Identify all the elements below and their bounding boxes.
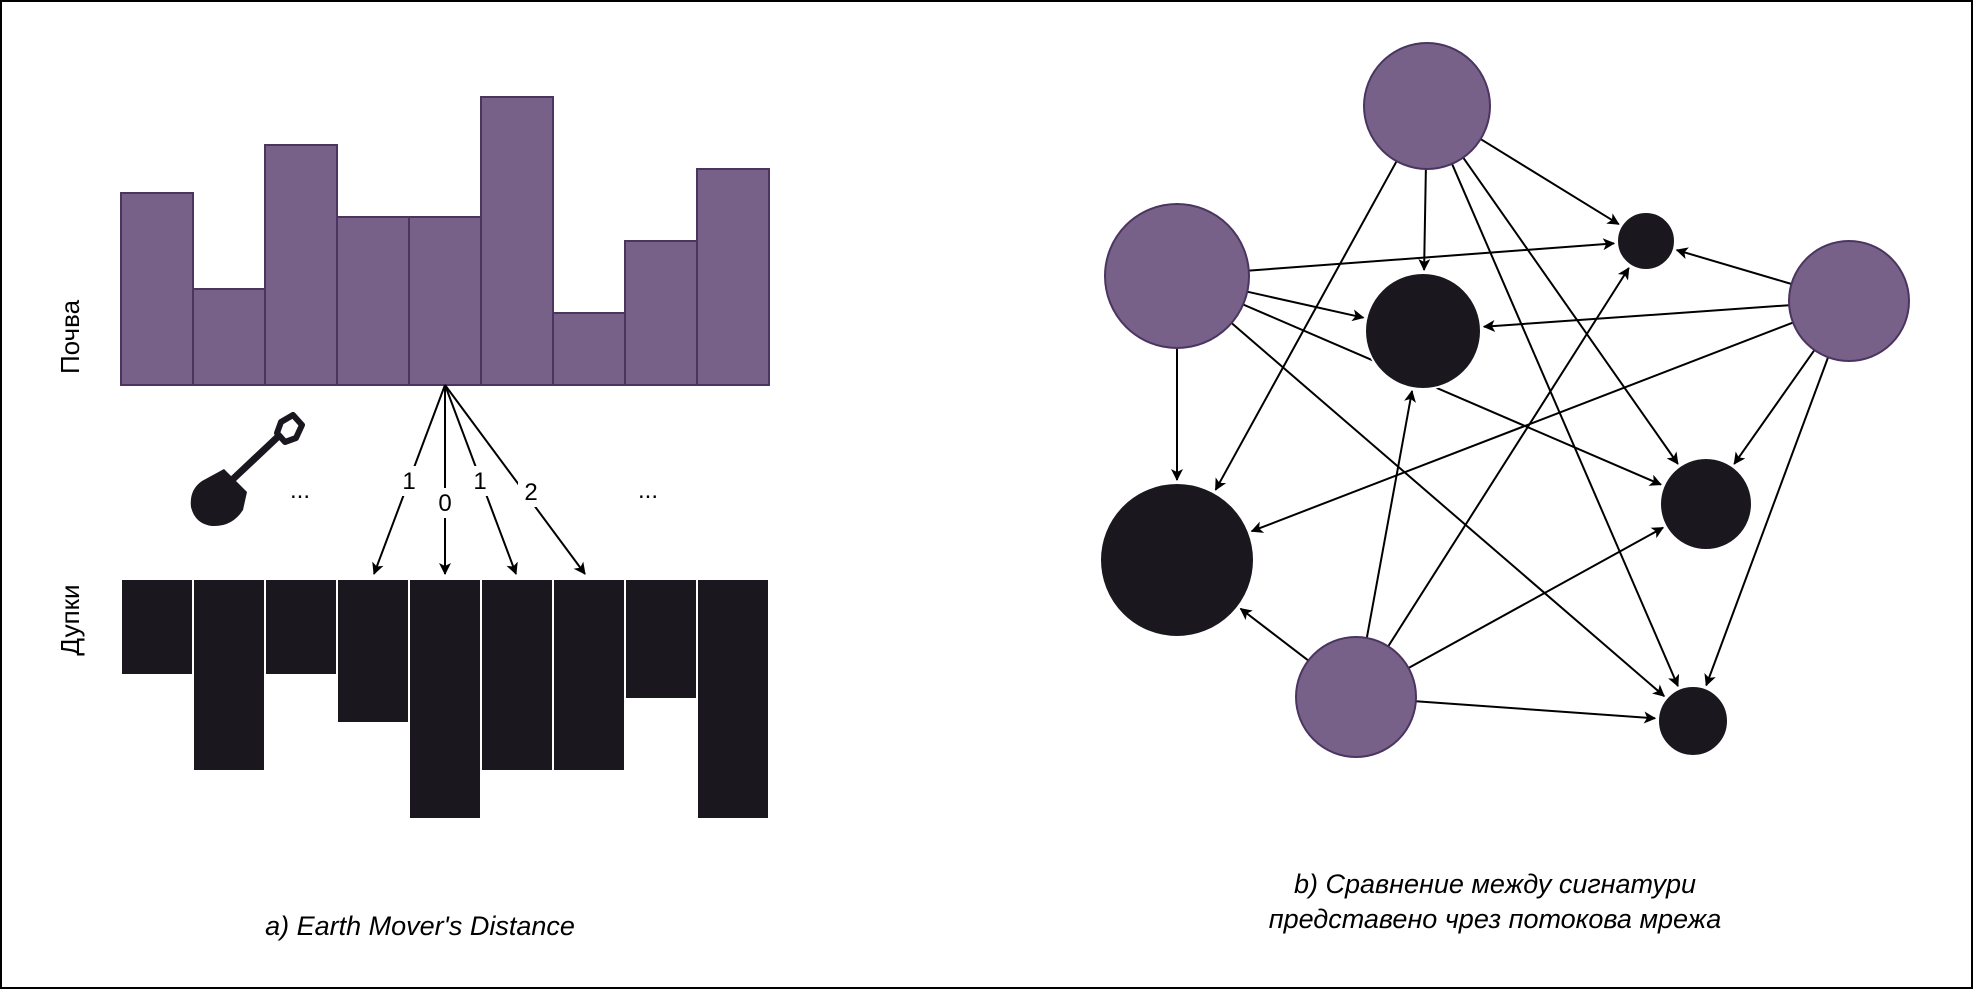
- panel-signature-flow-network: b) Сравнение между сигнатури представено…: [1099, 42, 1910, 934]
- earth-bar-3: [264, 144, 338, 386]
- flow-cost-1: 1: [402, 468, 415, 495]
- hole-bar-9: [696, 578, 770, 820]
- source-node-s2: [1104, 203, 1250, 349]
- edge-s1-d2: [1418, 168, 1431, 272]
- holes-histogram: [120, 578, 770, 820]
- earth-bar-7: [552, 312, 626, 386]
- hole-bar-4: [336, 578, 410, 724]
- hole-bar-8: [624, 578, 698, 700]
- hole-bar-5: [408, 578, 482, 820]
- edge-s1-d5: [1451, 163, 1680, 688]
- hole-bar-7: [552, 578, 626, 772]
- edge-s2-d3: [1242, 303, 1662, 486]
- edge-s1-d1: [1480, 138, 1620, 226]
- edge-s3-d5: [1704, 356, 1830, 687]
- source-node-s3: [1788, 240, 1910, 362]
- edge-s1-d4: [1214, 160, 1398, 491]
- caption-b-line1: b) Сравнение между сигнатури: [1294, 869, 1696, 899]
- earth-bar-5: [408, 216, 482, 386]
- edge-s2-d2: [1247, 290, 1365, 322]
- flow-cost-2: 0: [438, 490, 451, 517]
- flow-cost-3: 1: [473, 468, 486, 495]
- holes-axis-label: Дупки: [55, 584, 85, 655]
- earth-bar-2: [192, 288, 266, 386]
- edge-s4-d5: [1415, 700, 1657, 724]
- source-node-s4: [1295, 636, 1417, 758]
- flow-cost-4: 2: [524, 479, 537, 506]
- earth-bar-6: [480, 96, 554, 386]
- hole-bar-2: [192, 578, 266, 772]
- hole-bar-1: [120, 578, 194, 676]
- sink-node-d2: [1364, 272, 1482, 390]
- sink-node-d1: [1616, 211, 1676, 271]
- earth-bar-9: [696, 168, 770, 386]
- edge-s4-d4: [1239, 607, 1309, 662]
- sink-node-d4: [1099, 482, 1255, 638]
- earth-bar-4: [336, 216, 410, 386]
- sink-node-d3: [1659, 457, 1753, 551]
- hole-bar-6: [480, 578, 554, 772]
- earth-histogram: [120, 96, 770, 386]
- edge-s1-d3: [1462, 157, 1679, 465]
- edge-s2-d1: [1248, 238, 1616, 272]
- flow-cost-labels: 1 0 1 2: [397, 466, 544, 518]
- sink-node-d5: [1657, 685, 1729, 757]
- caption-a: a) Earth Mover's Distance: [265, 911, 575, 941]
- ellipsis-right: ...: [638, 477, 658, 504]
- flow-arrow-4: [444, 384, 586, 575]
- edge-s2-d5: [1230, 322, 1665, 697]
- edge-s3-d2: [1482, 304, 1790, 332]
- shovel-icon: [190, 412, 305, 527]
- flow-network-edges: [1171, 138, 1830, 724]
- source-node-s1: [1363, 42, 1491, 170]
- panel-earth-movers-distance: Почва Дупки ... ... 1 0 1 2: [55, 96, 770, 941]
- hole-bar-3: [264, 578, 338, 676]
- flow-network-nodes: [1099, 42, 1910, 758]
- edge-s4-d2: [1365, 390, 1416, 639]
- earth-bar-1: [120, 192, 194, 386]
- edge-s3-d1: [1675, 247, 1792, 285]
- edge-s4-d3: [1408, 526, 1664, 669]
- earth-bar-8: [624, 240, 698, 386]
- edge-s3-d3: [1733, 349, 1816, 465]
- caption-b-line2: представено чрез потокова мрежа: [1269, 904, 1722, 934]
- edge-s3-d4: [1250, 321, 1794, 533]
- earth-axis-label: Почва: [55, 299, 85, 374]
- edge-s4-d1: [1387, 267, 1630, 647]
- ellipsis-left: ...: [290, 477, 310, 504]
